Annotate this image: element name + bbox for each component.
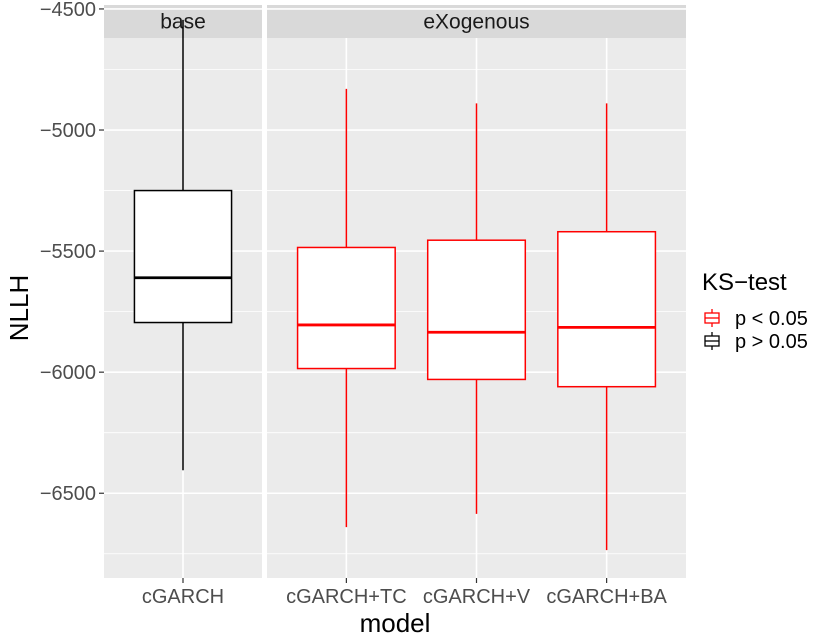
legend-title: KS−test — [702, 269, 787, 296]
x-tick-label: cGARCH+BA — [546, 586, 667, 608]
legend-label: p < 0.05 — [735, 308, 808, 330]
box-cgarch — [133, 189, 233, 324]
legend-label: p > 0.05 — [735, 331, 808, 353]
box-cgarch-v — [426, 239, 527, 381]
facet-strip-1 — [267, 5, 686, 38]
x-tick-label: cGARCH — [142, 586, 224, 608]
y-tick-label: −5000 — [40, 120, 96, 142]
x-tick-label: cGARCH+V — [423, 586, 531, 608]
y-tick-label: −6000 — [40, 362, 96, 384]
x-tick-label: cGARCH+TC — [286, 586, 407, 608]
y-tick-label: −6500 — [40, 483, 96, 505]
y-tick-label: −4500 — [40, 0, 96, 21]
y-tick-label: −5500 — [40, 241, 96, 263]
box-cgarch-tc — [296, 246, 396, 370]
facet-label-1: eXogenous — [423, 11, 529, 34]
box-cgarch-ba — [557, 230, 657, 388]
x-axis-title: model — [360, 608, 431, 638]
y-axis-title: NLLH — [4, 275, 34, 341]
